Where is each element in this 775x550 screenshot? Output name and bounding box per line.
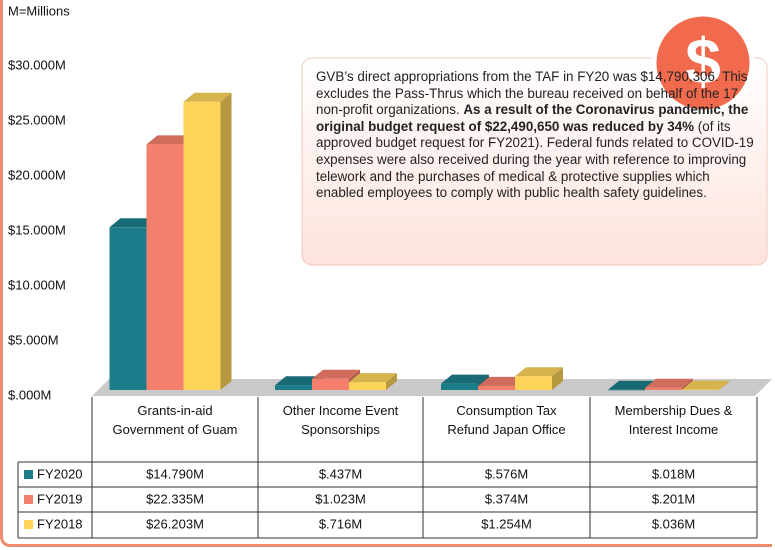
bar-top: [146, 135, 195, 145]
bar-side: [719, 380, 730, 390]
value-label: $.576M: [485, 466, 528, 481]
bar: [183, 92, 232, 390]
bar-front: [183, 101, 221, 390]
y-tick-label: $15.000M: [8, 222, 66, 237]
bar: [682, 380, 730, 391]
annotation-part: (of its approved budget request for FY20…: [316, 118, 754, 201]
bar-top: [312, 369, 360, 379]
legend-label: FY2018: [37, 516, 83, 531]
icon-circle: [651, 11, 755, 115]
value-label: $14.790M: [146, 466, 204, 481]
bar-front: [109, 227, 147, 390]
category-label: Other Income Event Sponsorships: [282, 403, 399, 437]
bar-front: [515, 376, 552, 390]
annotation: GVB’s direct appropriations from the TAF…: [316, 69, 761, 202]
legend-label: FY2019: [37, 491, 83, 506]
y-tick-label: $5.000M: [8, 332, 59, 347]
bar-top: [441, 374, 489, 384]
bar: [515, 367, 563, 390]
category-label: Consumption Tax Refund Japan Office: [447, 403, 566, 437]
value-label: $.201M: [652, 491, 695, 506]
floor: [92, 379, 772, 396]
value-label: $1.023M: [315, 491, 366, 506]
bar: [645, 378, 693, 390]
bar-top: [515, 367, 563, 377]
y-tick-label: $25.000M: [8, 112, 66, 127]
unit-label: M=Millions: [8, 3, 70, 18]
y-tick-label: $30.000M: [8, 57, 66, 72]
value-label: $.018M: [652, 466, 695, 481]
category-label: Grants-in-aid Government of Guam: [112, 403, 238, 437]
bar-front: [441, 383, 478, 390]
legend-swatch: [24, 470, 33, 479]
annotation-box: [301, 57, 768, 266]
value-label: $1.254M: [481, 516, 532, 531]
value-label: $.716M: [319, 516, 362, 531]
bar-top: [109, 218, 158, 228]
legend-swatch: [24, 495, 33, 504]
bar-top: [645, 378, 693, 388]
bar-front: [682, 389, 719, 391]
bar-front: [349, 382, 386, 390]
legend-swatch: [24, 520, 33, 529]
bar-front: [146, 144, 184, 390]
legend-label: FY2020: [37, 466, 83, 481]
icon-text: $: [685, 25, 721, 97]
bar-side: [682, 378, 693, 390]
bar-side: [552, 367, 563, 390]
bar-top: [478, 376, 526, 386]
bar-front: [608, 389, 645, 391]
value-label: $.036M: [652, 516, 695, 531]
category-label: Membership Dues & Interest Income: [614, 403, 733, 437]
value-label: $.374M: [485, 491, 528, 506]
y-tick-label: $20.000M: [8, 167, 66, 182]
bar-side: [220, 92, 232, 390]
bar-front: [645, 387, 682, 390]
bar-front: [275, 385, 312, 390]
bar-front: [312, 378, 349, 390]
bar: [349, 373, 397, 390]
bar-front: [478, 385, 515, 390]
bar-top: [608, 380, 656, 390]
y-tick-label: $10.000M: [8, 277, 66, 292]
bar-top: [682, 380, 730, 390]
annotation-part: GVB’s direct appropriations from the TAF…: [316, 69, 748, 118]
bar-side: [386, 373, 397, 390]
y-tick-label: $.000M: [8, 387, 51, 402]
value-label: $22.335M: [146, 491, 204, 506]
annotation-part: As a result of the Coronavirus pandemic,…: [316, 102, 749, 134]
bar-top: [275, 376, 323, 386]
bar-top: [183, 92, 232, 102]
value-label: $.437M: [319, 466, 362, 481]
bar-top: [349, 373, 397, 383]
value-label: $26.203M: [146, 516, 204, 531]
